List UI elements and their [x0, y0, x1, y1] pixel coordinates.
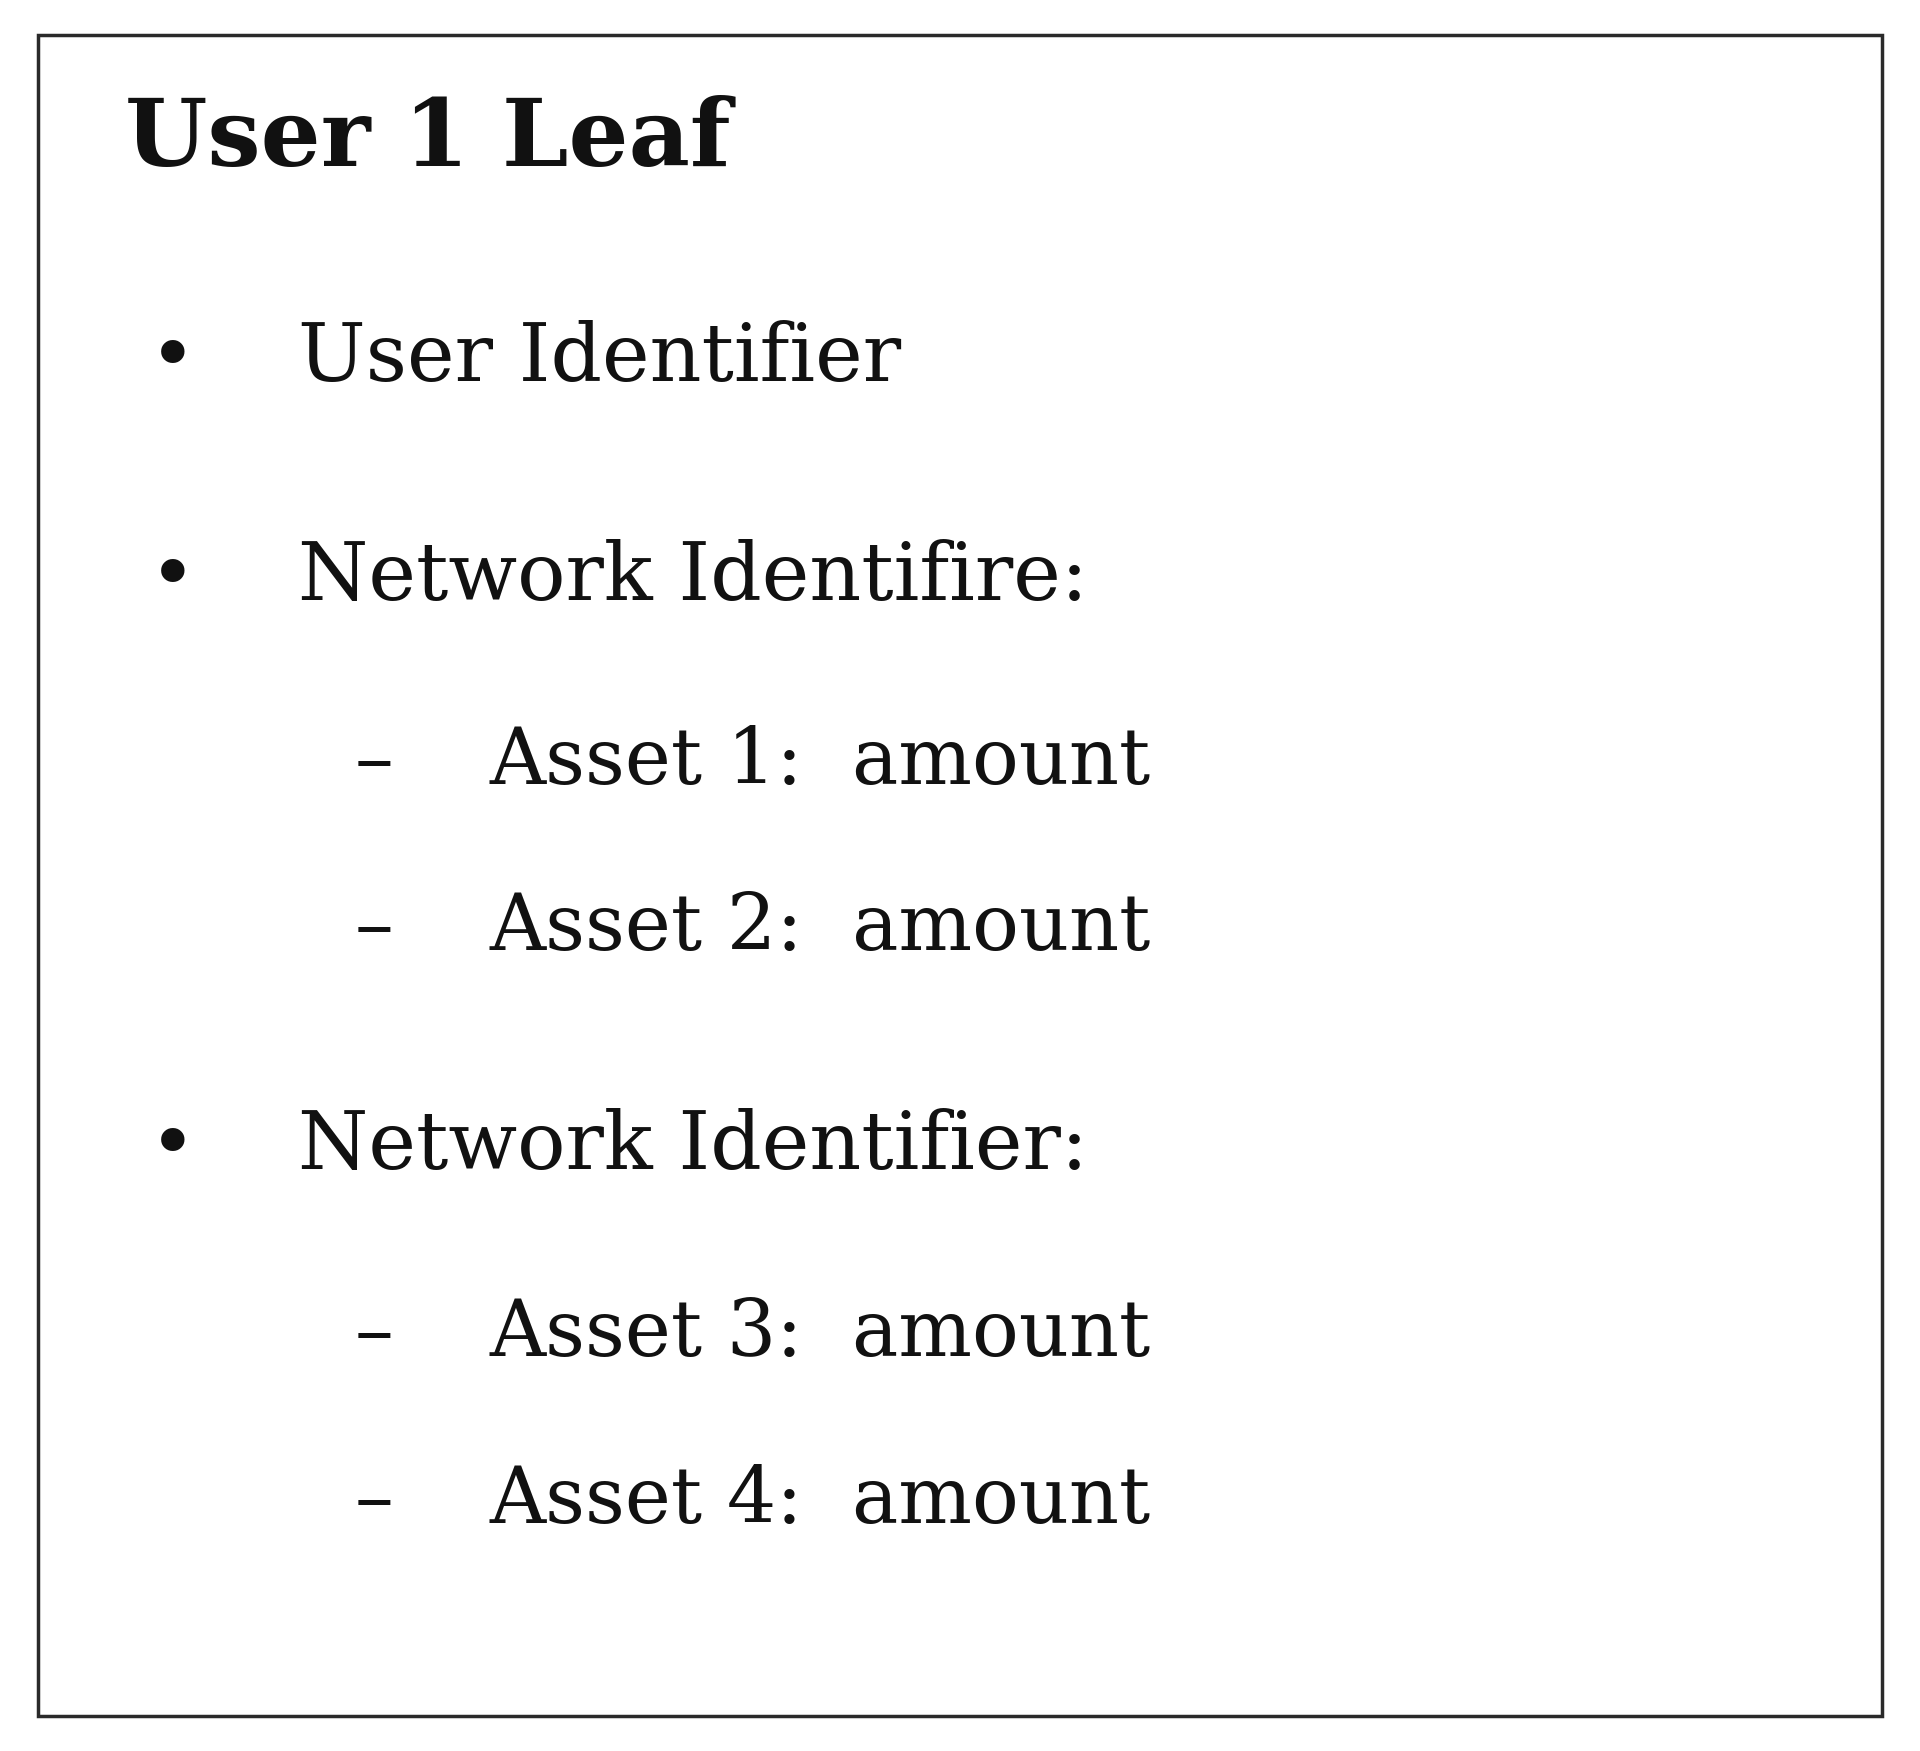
Text: Asset 4:  amount: Asset 4: amount: [490, 1462, 1150, 1539]
Text: –: –: [355, 890, 394, 967]
Text: –: –: [355, 723, 394, 800]
Text: Asset 2:  amount: Asset 2: amount: [490, 890, 1150, 967]
Text: User 1 Leaf: User 1 Leaf: [125, 95, 730, 186]
Text: Network Identifire:: Network Identifire:: [298, 539, 1087, 616]
Text: –: –: [355, 1462, 394, 1539]
Text: User Identifier: User Identifier: [298, 320, 900, 397]
Text: Network Identifier:: Network Identifier:: [298, 1108, 1087, 1185]
Text: •: •: [150, 1108, 196, 1185]
Text: –: –: [355, 1296, 394, 1373]
FancyBboxPatch shape: [38, 35, 1882, 1716]
Text: Asset 1:  amount: Asset 1: amount: [490, 723, 1150, 800]
Text: Asset 3:  amount: Asset 3: amount: [490, 1296, 1150, 1373]
Text: •: •: [150, 320, 196, 397]
Text: •: •: [150, 539, 196, 616]
